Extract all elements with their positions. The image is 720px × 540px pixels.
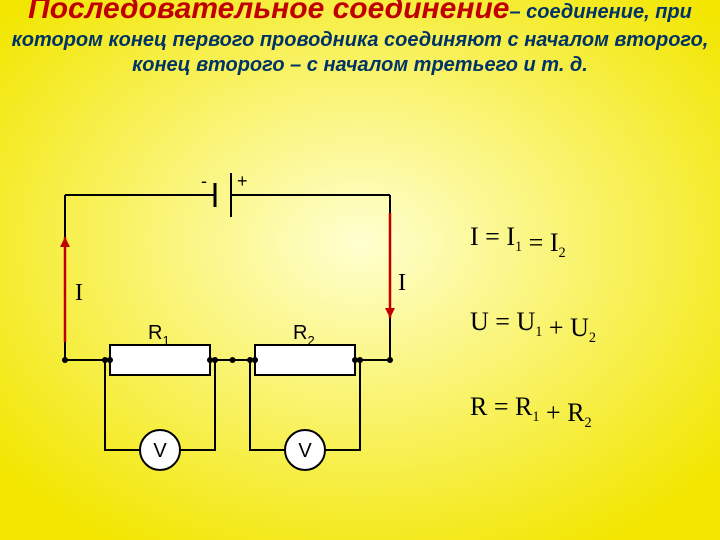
battery-plus: + (237, 171, 248, 191)
resistor-r2 (255, 345, 355, 375)
header-text: Последовательное соединение– соединение,… (0, 0, 720, 78)
svg-text:V: V (298, 440, 312, 462)
header-title: Последовательное соединение (28, 0, 509, 25)
slide-svg: Последовательное соединение– соединение,… (0, 0, 720, 540)
label-I-right: I (398, 270, 406, 296)
slide-canvas: Последовательное соединение– соединение,… (0, 0, 720, 540)
battery-minus: - (201, 171, 207, 191)
label-I-left: I (75, 280, 83, 306)
resistor-r1 (110, 345, 210, 375)
svg-text:V: V (153, 440, 167, 462)
